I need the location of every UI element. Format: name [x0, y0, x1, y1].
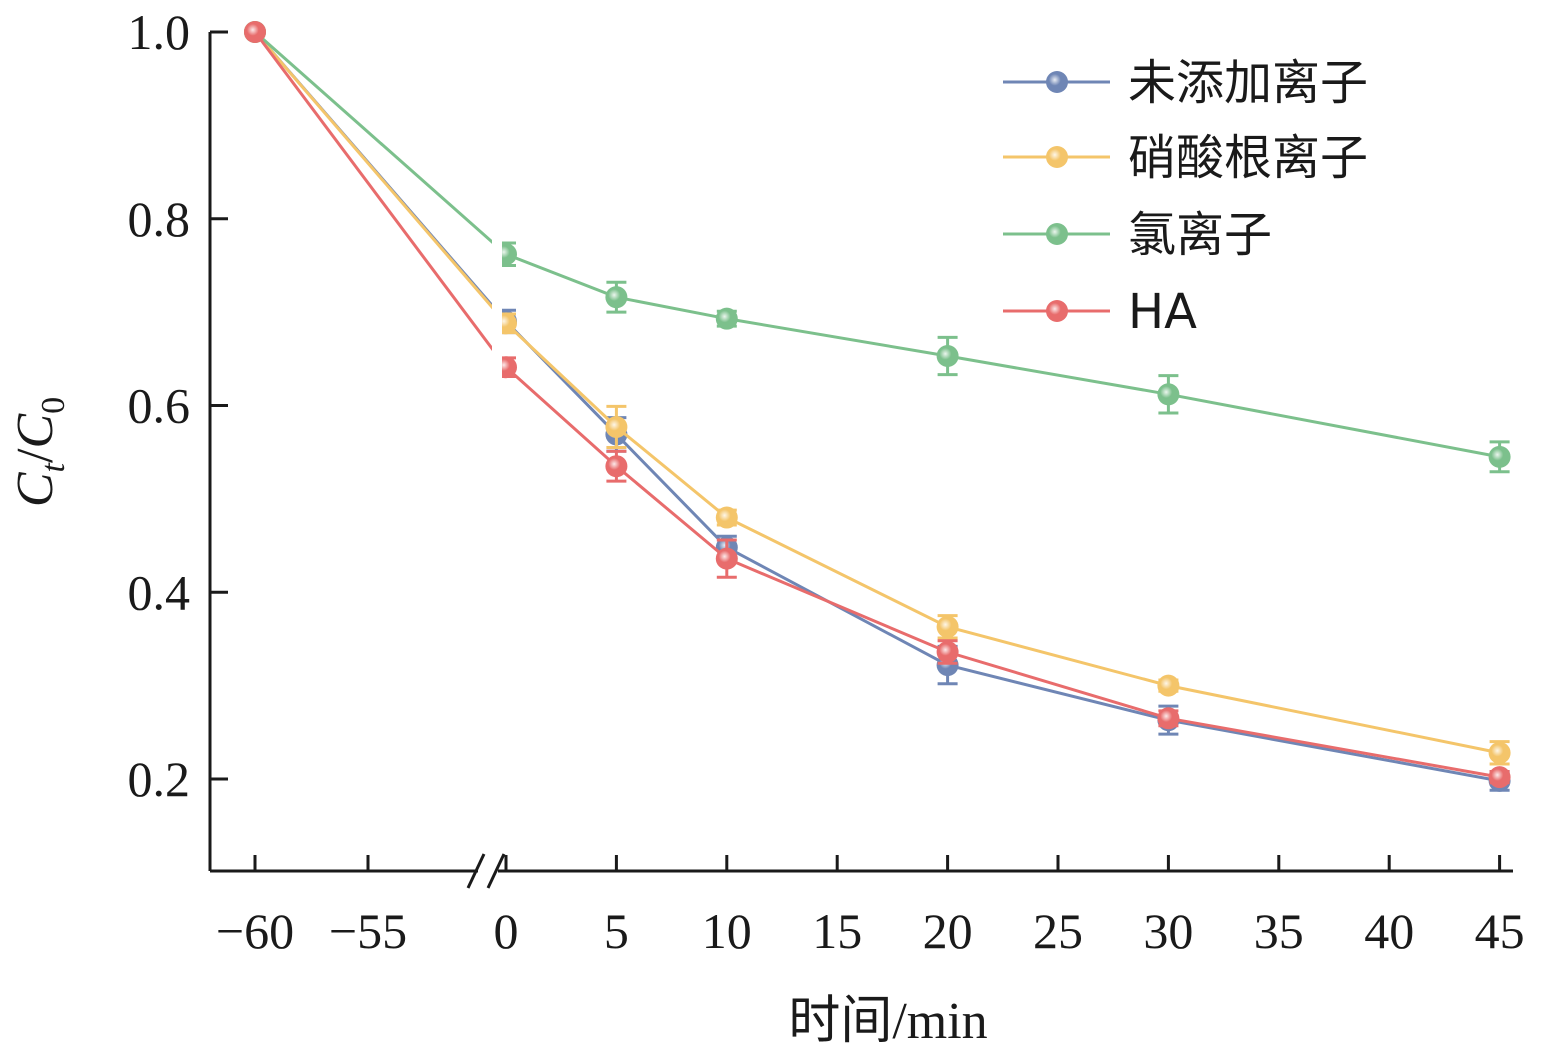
- data-point: [502, 312, 517, 335]
- x-tick-label: 30: [1143, 903, 1193, 959]
- legend-marker: [1046, 146, 1068, 168]
- data-point: [244, 21, 266, 43]
- marker-highlight: [1046, 223, 1068, 245]
- marker-highlight: [502, 356, 517, 379]
- series-HA: [244, 21, 1511, 789]
- data-point: [1488, 741, 1511, 764]
- series-line: [504, 322, 1500, 755]
- series-segment-before-break: [253, 31, 492, 352]
- marker-highlight: [1488, 741, 1511, 764]
- data-point: [1157, 383, 1180, 406]
- marker-highlight: [1046, 300, 1068, 322]
- y-tick-label: 0.8: [128, 191, 191, 247]
- data-point: [715, 506, 738, 529]
- marker-highlight: [1488, 445, 1511, 468]
- legend-marker: [1046, 223, 1068, 245]
- marker-highlight: [936, 615, 959, 638]
- marker-highlight: [605, 455, 628, 478]
- series-line-segment: [253, 31, 492, 310]
- series-segment-after-break: [502, 312, 1511, 766]
- marker-highlight: [244, 21, 266, 43]
- x-tick-label: 20: [923, 903, 973, 959]
- legend-label: 未添加离子: [1128, 55, 1368, 111]
- y-axis-title: Ct/C0: [7, 397, 72, 507]
- legend-item: HA: [1003, 284, 1197, 340]
- series-硝酸根离子: [244, 21, 1511, 766]
- legend-label: 硝酸根离子: [1128, 130, 1368, 186]
- series-segment-before-break: [253, 31, 492, 310]
- marker-highlight: [502, 243, 517, 266]
- x-tick-label: 25: [1033, 903, 1083, 959]
- data-point: [1157, 707, 1180, 730]
- axis-titles: 时间/min Ct/C0: [7, 397, 988, 1050]
- marker-highlight: [715, 547, 738, 570]
- y-tick-label: 0.6: [128, 378, 191, 434]
- marker-highlight: [605, 286, 628, 309]
- data-point: [502, 356, 517, 379]
- series-line: [504, 320, 1500, 783]
- series-line-segment: [253, 31, 492, 352]
- marker-highlight: [1157, 707, 1180, 730]
- x-tick-label: −60: [216, 903, 294, 959]
- data-point: [605, 415, 628, 438]
- marker-highlight: [1157, 674, 1180, 697]
- legend-item: 硝酸根离子: [1003, 130, 1368, 186]
- x-tick-label: 15: [812, 903, 862, 959]
- marker-highlight: [715, 307, 738, 330]
- legend-item: 未添加离子: [1003, 55, 1368, 111]
- legend-marker: [1046, 300, 1068, 322]
- x-tick-label: −55: [329, 903, 407, 959]
- x-tick-label: 35: [1254, 903, 1304, 959]
- marker-highlight: [605, 415, 628, 438]
- legend-marker: [1046, 71, 1068, 93]
- data-point: [1488, 445, 1511, 468]
- data-point: [936, 345, 959, 368]
- data-point: [605, 455, 628, 478]
- marker-highlight: [936, 641, 959, 664]
- marker-highlight: [1157, 383, 1180, 406]
- data-point: [502, 243, 517, 266]
- series-line-segment: [254, 30, 492, 244]
- axes: 0.2 0.4 0.6 0.8 1.0 −60 −55 0 5 10 15 20 25 30 35 40 45: [128, 4, 1525, 959]
- y-tick-label: 1.0: [128, 4, 191, 60]
- x-tick-label: 10: [702, 903, 752, 959]
- legend-item: 氯离子: [1003, 207, 1272, 263]
- x-axis-title: 时间/min: [788, 993, 987, 1050]
- data-point: [715, 307, 738, 330]
- series-segment-before-break: [254, 30, 492, 244]
- axis-break-mark: [466, 853, 486, 889]
- series-line: [505, 252, 1500, 459]
- series-line: [504, 366, 1500, 779]
- y-tick-label: 0.2: [128, 751, 191, 807]
- series-segment-after-break: [502, 308, 1511, 792]
- marker-highlight: [1046, 146, 1068, 168]
- data-point: [1157, 674, 1180, 697]
- legend-label: 氯离子: [1128, 207, 1272, 263]
- x-tick-label: 5: [604, 903, 629, 959]
- legend-label: HA: [1128, 284, 1197, 340]
- marker-highlight: [715, 506, 738, 529]
- data-point: [605, 286, 628, 309]
- marker-highlight: [1488, 766, 1511, 789]
- data-point: [715, 547, 738, 570]
- series-segment-after-break: [502, 356, 1511, 789]
- marker-highlight: [1046, 71, 1068, 93]
- marker-highlight: [502, 312, 517, 335]
- x-tick-label: 40: [1364, 903, 1414, 959]
- marker-highlight: [936, 345, 959, 368]
- data-point: [936, 615, 959, 638]
- series-segment-after-break: [502, 241, 1511, 474]
- x-tick-label: 45: [1475, 903, 1525, 959]
- series-layer: [244, 21, 1511, 792]
- series-氯离子: [244, 21, 1511, 474]
- data-point: [1488, 766, 1511, 789]
- x-tick-label: 0: [494, 903, 519, 959]
- axis-break-mark: [486, 853, 506, 889]
- y-tick-label: 0.4: [128, 564, 191, 620]
- data-point: [936, 641, 959, 664]
